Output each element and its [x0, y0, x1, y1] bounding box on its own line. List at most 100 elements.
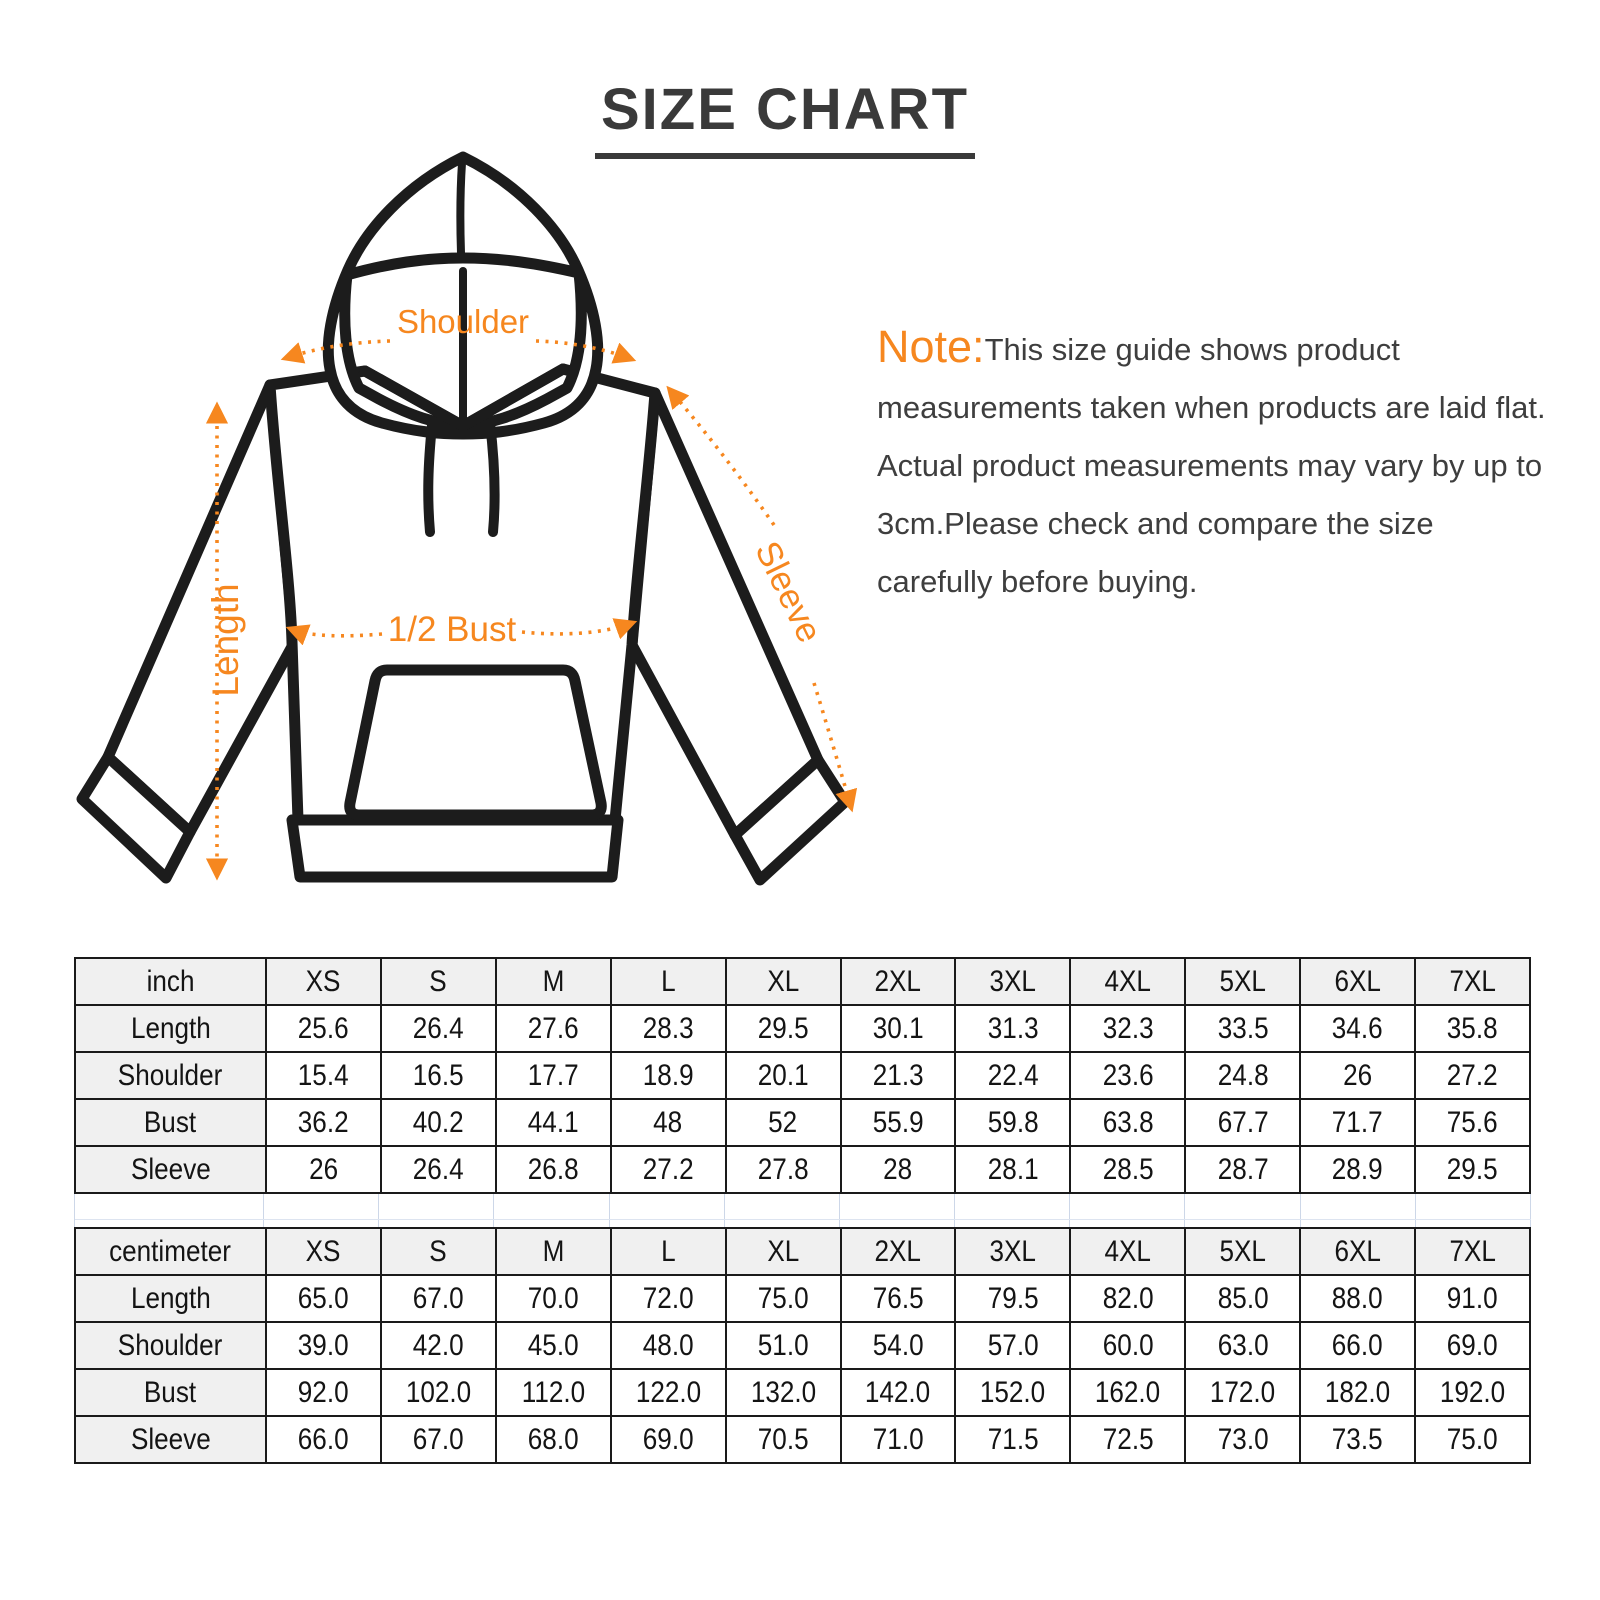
cell-text: 22.4: [987, 1058, 1039, 1092]
spacer-cell: [1185, 1194, 1301, 1227]
spacer-cell: [379, 1194, 495, 1227]
cell-text: M: [542, 1234, 565, 1268]
cell-text: 5XL: [1219, 964, 1266, 998]
measure-value-cell: 55.9: [839, 1098, 957, 1147]
measure-row-header: Bust: [74, 1098, 267, 1147]
size-col-header: XL: [724, 957, 842, 1006]
cell-text: 24.8: [1217, 1058, 1269, 1092]
measure-value-cell: 54.0: [839, 1321, 957, 1370]
measure-value-cell: 60.0: [1069, 1321, 1187, 1370]
measure-row-header: Sleeve: [74, 1415, 267, 1464]
hem-band: [286, 814, 624, 883]
measure-value-cell: 28.3: [609, 1004, 727, 1053]
measure-value-cell: 67.7: [1184, 1098, 1302, 1147]
cell-text: XL: [767, 964, 800, 998]
cell-text: 6XL: [1334, 1234, 1381, 1268]
cell-text: 30.1: [872, 1011, 924, 1045]
measure-value-cell: 52: [724, 1098, 842, 1147]
measure-value-cell: 48: [609, 1098, 727, 1147]
size-col-header: S: [379, 1227, 497, 1276]
cell-text: 192.0: [1439, 1375, 1506, 1409]
cell-text: 82.0: [1102, 1281, 1154, 1315]
cell-text: 16.5: [412, 1058, 464, 1092]
size-col-header: M: [494, 957, 612, 1006]
cell-text: 6XL: [1334, 964, 1381, 998]
cell-text: 66.0: [298, 1422, 349, 1456]
measure-row: Length 25.6 26.4 27.6 28.3 29.5 30.1 31.3 32.3 33…: [74, 1004, 1531, 1053]
measure-value-cell: 30.1: [839, 1004, 957, 1053]
size-col-header: 4XL: [1069, 1227, 1187, 1276]
shoulder-arrow-left: [280, 339, 391, 364]
cell-text: 32.3: [1102, 1011, 1154, 1045]
measure-value-cell: 15.4: [265, 1051, 382, 1100]
cell-text: 48.0: [642, 1328, 694, 1362]
table-spacer: [74, 1194, 1531, 1227]
left-cuff: [76, 751, 196, 884]
cell-text: XL: [767, 1234, 800, 1268]
measure-row: Length 65.0 67.0 70.0 72.0 75.0 76.5 79.5 82.0 85…: [74, 1274, 1531, 1323]
size-col-header: 7XL: [1414, 1227, 1531, 1276]
cell-text: 4XL: [1104, 964, 1152, 998]
measure-value-cell: 71.5: [954, 1415, 1072, 1464]
measure-value-cell: 48.0: [609, 1321, 727, 1370]
spacer-cell: [1416, 1194, 1531, 1227]
cell-text: 75.0: [757, 1281, 809, 1315]
page-title: SIZE CHART: [595, 76, 975, 159]
measure-value-cell: 152.0: [954, 1368, 1072, 1417]
cell-text: 26.8: [527, 1152, 579, 1186]
cell-text: 152.0: [980, 1375, 1046, 1409]
bust-arrow-left: [285, 624, 383, 646]
measure-value-cell: 122.0: [609, 1368, 727, 1417]
cell-text: 70.5: [757, 1422, 809, 1456]
cell-text: Sleeve: [130, 1152, 211, 1186]
measure-value-cell: 75.6: [1414, 1098, 1531, 1147]
measure-value-cell: 32.3: [1069, 1004, 1187, 1053]
measure-value-cell: 85.0: [1184, 1274, 1302, 1323]
measure-value-cell: 22.4: [954, 1051, 1072, 1100]
measure-value-cell: 28.1: [954, 1145, 1072, 1194]
measure-value-cell: 162.0: [1069, 1368, 1187, 1417]
measure-value-cell: 71.7: [1299, 1098, 1417, 1147]
cell-text: 3XL: [989, 1234, 1037, 1268]
unit-cell: centimeter: [74, 1227, 267, 1276]
measure-value-cell: 28.7: [1184, 1145, 1302, 1194]
inch-size-table: inch XS S M L XL 2XL 3XL 4XL 5XL 6XL 7XL Length 25.6 2…: [74, 957, 1531, 1194]
measurement-arrows: [205, 339, 858, 881]
measure-value-cell: 26.4: [379, 1145, 497, 1194]
cell-text: 39.0: [298, 1328, 349, 1362]
measure-value-cell: 71.0: [839, 1415, 957, 1464]
cell-text: 26.4: [412, 1152, 464, 1186]
measure-row: Shoulder 39.0 42.0 45.0 48.0 51.0 54.0 57.0 60.0…: [74, 1321, 1531, 1370]
measure-value-cell: 70.0: [494, 1274, 612, 1323]
measure-value-cell: 21.3: [839, 1051, 957, 1100]
measure-value-cell: 25.6: [265, 1004, 382, 1053]
cell-text: 85.0: [1217, 1281, 1269, 1315]
cell-text: Length: [130, 1011, 211, 1045]
right-drawstring: [485, 418, 500, 537]
cell-text: 122.0: [635, 1375, 701, 1409]
cell-text: 28.7: [1217, 1152, 1269, 1186]
measure-value-cell: 28: [839, 1145, 957, 1194]
measure-value-cell: 33.5: [1184, 1004, 1302, 1053]
measure-value-cell: 75.0: [724, 1274, 842, 1323]
size-col-header: 3XL: [954, 957, 1072, 1006]
title-area: SIZE CHART: [0, 76, 1570, 159]
cell-text: 182.0: [1324, 1375, 1391, 1409]
cell-text: 28.3: [642, 1011, 694, 1045]
measure-row: Bust 92.0 102.0 112.0 122.0 132.0 142.0 152.0 16…: [74, 1368, 1531, 1417]
cell-text: inch: [146, 964, 195, 998]
measure-value-cell: 66.0: [265, 1415, 382, 1464]
cell-text: 71.0: [872, 1422, 924, 1456]
cell-text: Bust: [144, 1105, 197, 1139]
cell-text: 29.5: [1447, 1152, 1498, 1186]
cell-text: 88.0: [1332, 1281, 1384, 1315]
measure-value-cell: 63.0: [1184, 1321, 1302, 1370]
spacer-cell: [840, 1194, 956, 1227]
size-col-header: L: [609, 1227, 727, 1276]
cell-text: XS: [306, 964, 341, 998]
cell-text: 73.0: [1217, 1422, 1269, 1456]
cell-text: 28: [883, 1152, 913, 1186]
measure-value-cell: 112.0: [494, 1368, 612, 1417]
cell-text: 28.5: [1102, 1152, 1154, 1186]
measure-value-cell: 51.0: [724, 1321, 842, 1370]
